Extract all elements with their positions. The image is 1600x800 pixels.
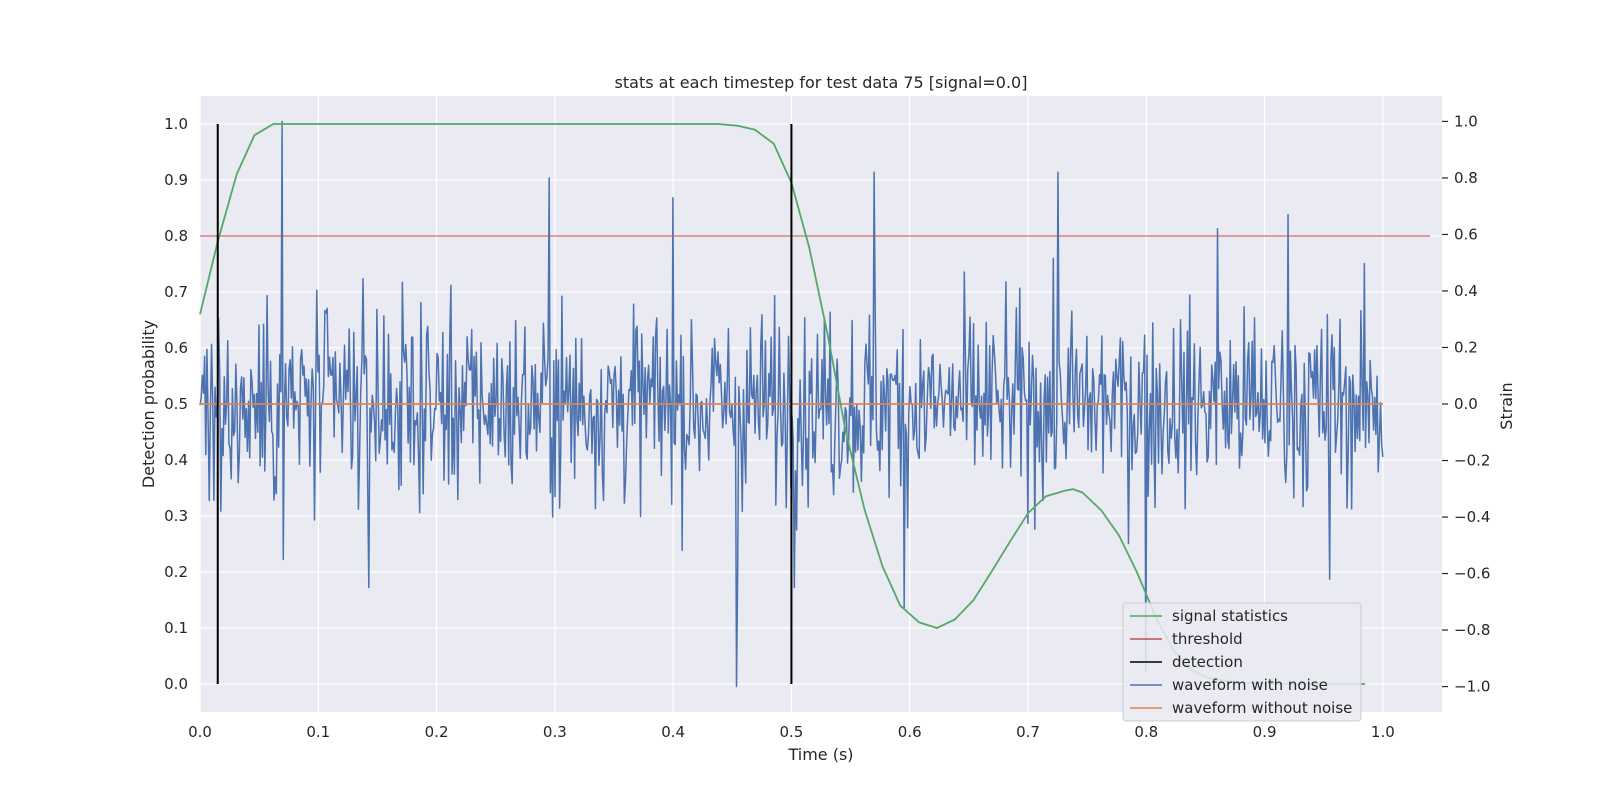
y-tick-label: 0.7 (164, 283, 188, 301)
y-axis-title: Detection probability (139, 320, 158, 488)
legend-label-detection: detection (1172, 653, 1243, 671)
y2-tick-label: 0.2 (1454, 338, 1478, 356)
y2-tick-label: 0.4 (1454, 282, 1478, 300)
y-tick-label: 0.6 (164, 339, 188, 357)
y2-tick-label: 1.0 (1454, 112, 1478, 130)
y-axis-left: 0.0 0.1 0.2 0.3 0.4 0.5 0.6 0.7 0.8 0.9 1.0 (164, 115, 188, 693)
x-tick-label: 0.3 (543, 723, 567, 741)
y-tick-label: 0.0 (164, 675, 188, 693)
y2-axis-title: Strain (1497, 382, 1516, 429)
y-tick-label: 0.2 (164, 563, 188, 581)
x-tick-label: 0.5 (779, 723, 803, 741)
x-axis: 0.0 0.1 0.2 0.3 0.4 0.5 0.6 0.7 0.8 0.9 1.0 (188, 723, 1395, 741)
y2-tick-label: −0.4 (1454, 508, 1490, 526)
y2-tick-label: −1.0 (1454, 678, 1490, 696)
legend-label-waveform-without-noise: waveform without noise (1172, 699, 1352, 717)
y2-tick-label: 0.6 (1454, 225, 1478, 243)
x-tick-label: 0.4 (661, 723, 685, 741)
y-axis-right: −1.0 −0.8 −0.6 −0.4 −0.2 0.0 0.2 0.4 0.6 0.8 1.0 (1442, 112, 1490, 696)
y-tick-label: 0.3 (164, 507, 188, 525)
y2-tick-label: −0.6 (1454, 565, 1490, 583)
y-tick-label: 0.4 (164, 451, 188, 469)
x-tick-label: 1.0 (1371, 723, 1395, 741)
legend: signal statistics threshold detection wa… (1122, 602, 1362, 722)
y-tick-label: 0.5 (164, 395, 188, 413)
legend-box (1122, 602, 1362, 722)
x-tick-label: 0.9 (1253, 723, 1277, 741)
y2-tick-label: 0.0 (1454, 395, 1478, 413)
legend-label-threshold: threshold (1172, 630, 1243, 648)
y-tick-label: 0.8 (164, 227, 188, 245)
y-tick-label: 0.9 (164, 171, 188, 189)
y2-tick-label: −0.8 (1454, 621, 1490, 639)
y2-tick-label: −0.2 (1454, 452, 1490, 470)
y-tick-label: 1.0 (164, 115, 188, 133)
x-tick-label: 0.1 (306, 723, 330, 741)
x-tick-label: 0.6 (898, 723, 922, 741)
x-axis-title: Time (s) (787, 745, 853, 764)
y2-tick-label: 0.8 (1454, 169, 1478, 187)
x-tick-label: 0.7 (1016, 723, 1040, 741)
y-tick-label: 0.1 (164, 619, 188, 637)
legend-label-signal-statistics: signal statistics (1172, 607, 1288, 625)
chart-title: stats at each timestep for test data 75 … (615, 73, 1028, 92)
legend-label-waveform-with-noise: waveform with noise (1172, 676, 1328, 694)
x-tick-label: 0.2 (425, 723, 449, 741)
x-tick-label: 0.0 (188, 723, 212, 741)
x-tick-label: 0.8 (1134, 723, 1158, 741)
